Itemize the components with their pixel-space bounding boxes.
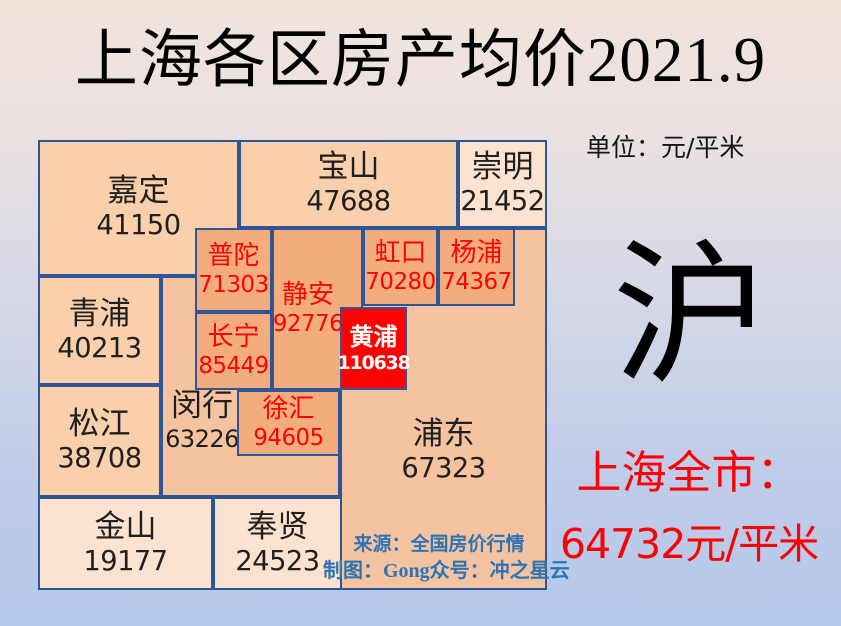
district-jiading: 嘉定 41150 xyxy=(38,140,239,276)
district-name: 黄浦 xyxy=(349,322,398,351)
district-xuhui: 徐汇 94605 xyxy=(237,390,340,456)
district-price: 41150 xyxy=(96,210,181,242)
district-chongming: 崇明 21452 xyxy=(458,140,547,228)
district-price: 94605 xyxy=(253,424,324,451)
district-price: 110638 xyxy=(337,351,410,374)
source-note: 来源：全国房价行情 xyxy=(353,534,525,555)
district-price: 40213 xyxy=(57,332,142,364)
district-price: 71303 xyxy=(198,271,269,298)
district-hongkou: 虹口 70280 xyxy=(363,228,438,306)
district-name: 虹口 xyxy=(374,237,427,268)
district-price: 74367 xyxy=(441,268,512,295)
district-name: 长宁 xyxy=(207,321,260,352)
district-name: 嘉定 xyxy=(107,173,170,210)
unit-label: 单位：元/平米 xyxy=(586,133,745,162)
credit-note: 制图：Gong众号：冲之星云 xyxy=(323,560,570,582)
district-songjiang: 松江 38708 xyxy=(38,385,161,497)
page-title: 上海各区房产均价2021.9 xyxy=(74,25,767,95)
district-name: 青浦 xyxy=(68,295,131,332)
district-price: 21452 xyxy=(460,186,545,218)
district-price: 67323 xyxy=(401,453,486,485)
district-name: 徐汇 xyxy=(262,393,315,424)
district-qingpu: 青浦 40213 xyxy=(38,276,161,385)
district-price: 38708 xyxy=(57,443,142,475)
shanghai-district-map: 来源：全国房价行情 制图：Gong众号：冲之星云 嘉定 41150 宝山 47688 崇… xyxy=(38,140,570,590)
district-name: 杨浦 xyxy=(450,237,503,268)
attribution: 来源：全国房价行情 制图：Gong众号：冲之星云 xyxy=(323,532,570,585)
district-price: 24523 xyxy=(235,545,320,577)
district-putuo: 普陀 71303 xyxy=(195,228,272,312)
district-name: 闵行 xyxy=(171,388,233,424)
shanghai-abbrev-glyph: 沪 xyxy=(612,231,768,403)
district-name: 松江 xyxy=(68,406,131,443)
district-price: 85449 xyxy=(198,352,269,379)
district-baoshan: 宝山 47688 xyxy=(239,140,458,228)
district-price: 70280 xyxy=(365,268,436,295)
district-jinshan: 金山 19177 xyxy=(38,497,213,590)
district-name: 宝山 xyxy=(317,149,380,186)
citywide-label: 上海全市： xyxy=(576,446,802,499)
district-name: 静安 xyxy=(281,280,334,310)
district-price: 47688 xyxy=(306,186,391,218)
district-yangpu: 杨浦 74367 xyxy=(438,228,515,306)
district-name: 奉贤 xyxy=(246,508,309,545)
citywide-value: 64732元/平米 xyxy=(559,519,819,568)
district-name: 普陀 xyxy=(207,240,260,271)
district-name: 崇明 xyxy=(471,149,534,186)
district-price: 19177 xyxy=(83,545,168,577)
district-huangpu: 黄浦 110638 xyxy=(337,307,411,390)
district-name: 浦东 xyxy=(412,416,475,452)
district-fengxian: 奉贤 24523 xyxy=(213,497,342,590)
district-price: 63226 xyxy=(165,425,239,454)
citywide-average: 上海全市： 64732元/平米 xyxy=(548,448,830,567)
district-price: 92776 xyxy=(272,311,344,338)
district-name: 金山 xyxy=(94,508,157,545)
district-changning: 长宁 85449 xyxy=(195,312,272,390)
